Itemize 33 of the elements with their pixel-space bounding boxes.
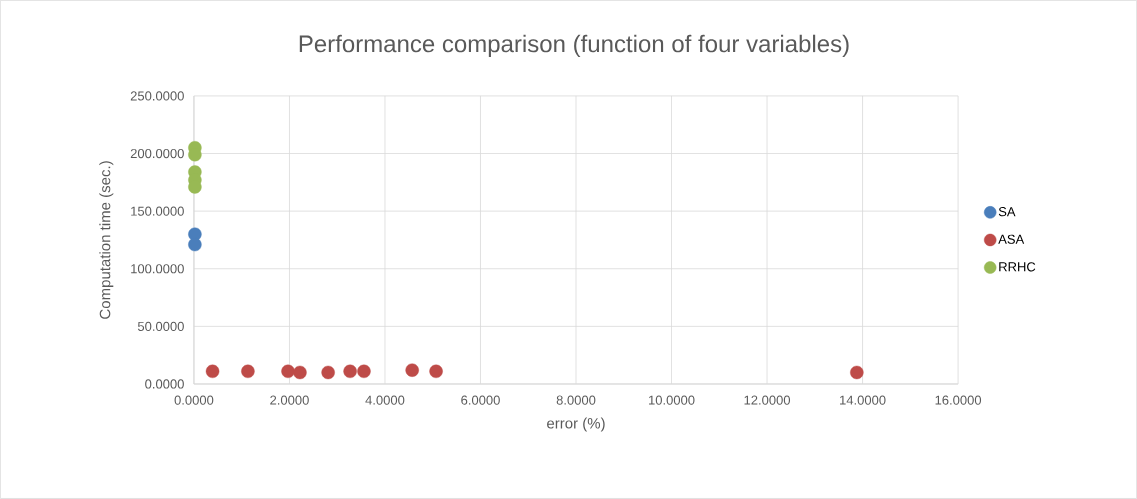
y-tick-label: 50.0000 [137, 321, 184, 332]
point [188, 148, 202, 162]
x-tick-label: 16.0000 [935, 395, 982, 405]
chart-title: Performance comparison (function of four variables) [299, 34, 849, 58]
point [343, 364, 357, 379]
x-tick-label: 14.0000 [840, 395, 886, 405]
x-axis-title: error (%) [547, 417, 605, 432]
y-tick-label: 200.0000 [130, 148, 184, 159]
point [429, 364, 443, 379]
point [850, 365, 864, 380]
point [205, 364, 220, 379]
point [188, 237, 202, 252]
point [293, 365, 307, 380]
y-tick-label: 100.0000 [131, 264, 184, 274]
point [321, 365, 335, 380]
point [241, 364, 255, 379]
y-axis-title: Computation time (sec.) [99, 161, 114, 319]
legend-label: RRHC [999, 262, 1036, 272]
x-tick-label: 8.0000 [556, 395, 596, 405]
x-tick-label: 12.0000 [744, 395, 791, 405]
legend-label: SA [998, 207, 1016, 217]
x-tick-label: 0.0000 [174, 395, 214, 405]
point [357, 364, 371, 379]
x-tick-label: 4.0000 [365, 395, 405, 405]
y-tick-label: 150.0000 [131, 206, 184, 216]
x-tick-label: 10.0000 [649, 395, 695, 405]
y-tick-label: 0.0000 [145, 379, 184, 389]
point [281, 364, 295, 379]
x-tick-label: 2.0000 [270, 395, 309, 405]
x-tick-label: 6.0000 [461, 395, 500, 405]
point [405, 363, 419, 377]
legend-label: ASA [998, 234, 1025, 244]
y-tick-label: 250.0000 [130, 91, 184, 101]
